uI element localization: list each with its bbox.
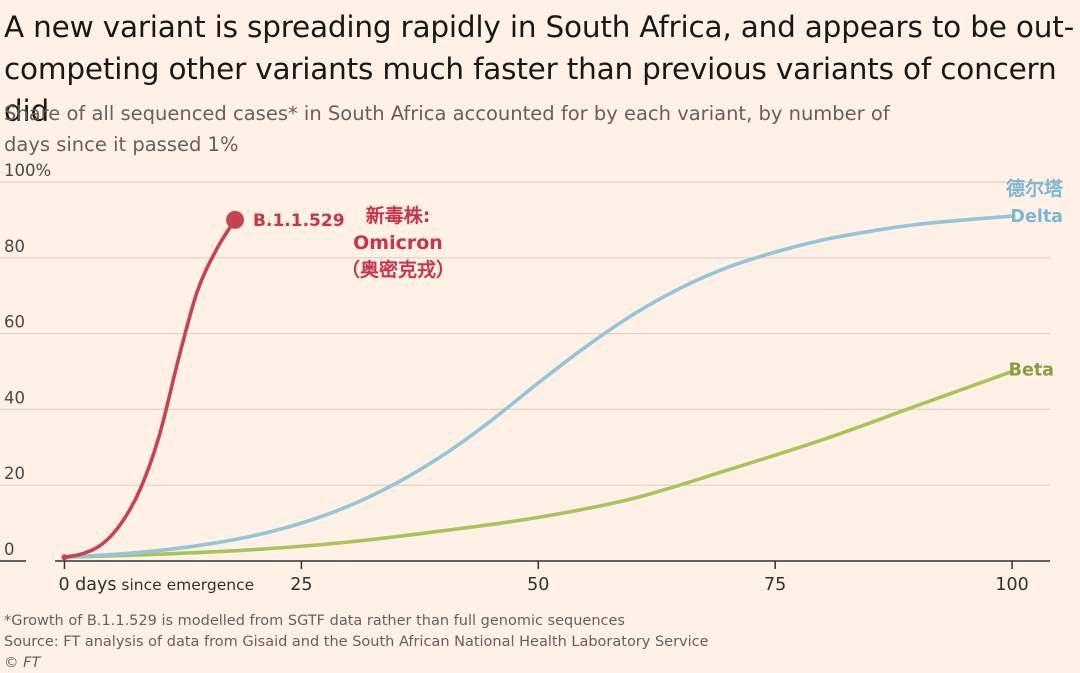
x-tick-label: 0 days since emergence [58, 575, 254, 595]
y-tick-label: 20 [4, 464, 25, 483]
x-tick-value: 50 [527, 575, 549, 595]
series-line-beta [62, 369, 1014, 559]
series-start-point-omicron [61, 554, 68, 561]
chart-title: A new variant is spreading rapidly in So… [4, 10, 1075, 128]
y-tick-label: 100% [4, 161, 51, 180]
series-end-marker-omicron [226, 210, 245, 229]
x-tick-label: 75 [764, 575, 786, 595]
series-line-delta [62, 214, 1014, 559]
y-tick-label: 0 [4, 540, 15, 559]
x-axis-label: since emergence [116, 576, 254, 594]
annotation-omicron-line: 新毒株: [366, 204, 431, 227]
x-tick-label: 50 [527, 575, 549, 595]
annotation-omicron-line: Omicron [353, 232, 443, 254]
source-note: Source: FT analysis of data from Gisaid … [4, 634, 709, 650]
annotation-omicron-line: （奥密克戎） [341, 258, 455, 281]
annotation-delta: 德尔塔 [1006, 177, 1064, 200]
series-label-omicron: B.1.1.529 [253, 211, 344, 231]
y-tick-label: 60 [4, 313, 25, 332]
x-tick-value: 25 [290, 575, 312, 595]
x-tick-label: 25 [290, 575, 312, 595]
x-tick-value: 100 [995, 575, 1028, 595]
x-tick-label: 100 [995, 575, 1028, 595]
y-tick-label: 80 [4, 237, 25, 256]
ft-credit: © FT [4, 655, 41, 671]
series-label-delta: Delta [1010, 207, 1063, 227]
chart-subtitle: Share of all sequenced cases* in South A… [4, 102, 890, 156]
x-tick-value: 75 [764, 575, 786, 595]
y-tick-label: 40 [4, 388, 25, 407]
x-tick-value: 0 days [58, 575, 116, 595]
series-label-beta: Beta [1009, 361, 1054, 381]
series-line-omicron [62, 218, 237, 559]
footnote: *Growth of B.1.1.529 is modelled from SG… [4, 613, 625, 629]
